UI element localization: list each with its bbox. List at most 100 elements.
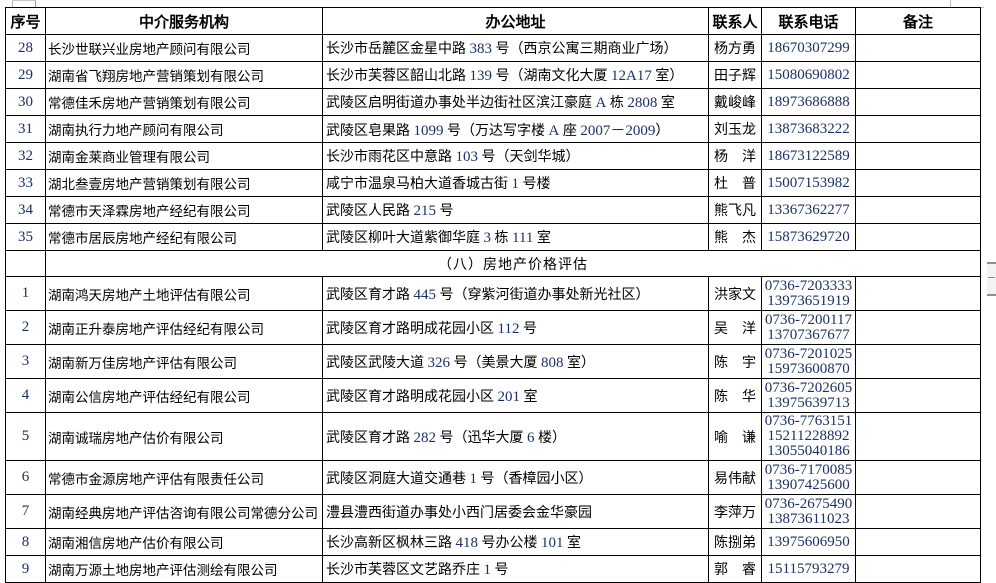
cell-contact[interactable]: 陈 宇 <box>708 344 762 379</box>
cell-phone[interactable]: 18670307299 <box>761 34 856 62</box>
cell-org[interactable]: 长沙世联兴业房地产顾问有限公司 <box>45 34 323 62</box>
cell-remark[interactable] <box>855 378 981 413</box>
cell-phone[interactable]: 18973686888 <box>761 88 856 116</box>
cell-contact[interactable]: 田子辉 <box>708 61 762 89</box>
cell-org[interactable]: 常德市天泽霖房地产经纪有限公司 <box>45 196 323 224</box>
cell-phone[interactable]: 0736-7203333 13973651919 <box>761 276 856 311</box>
cell-org[interactable]: 湖南诚瑞房地产估价有限公司 <box>45 412 323 461</box>
cell-org[interactable]: 常德市居辰房地产经纪有限公司 <box>45 223 323 251</box>
cell-contact[interactable]: 洪家文 <box>708 276 762 311</box>
cell-no[interactable]: 30 <box>5 88 46 116</box>
cell-phone[interactable]: 13367362277 <box>761 196 856 224</box>
cell-contact[interactable]: 李萍万 <box>708 494 762 529</box>
cell-address[interactable]: 长沙市芙蓉区韶山北路 139 号（湖南文化大厦 12A17 室） <box>322 61 709 89</box>
cell-phone[interactable]: 15080690802 <box>761 61 856 89</box>
cell-contact[interactable]: 戴峻峰 <box>708 88 762 116</box>
cell-contact[interactable]: 杜 普 <box>708 169 762 197</box>
cell-phone[interactable]: 13975606950 <box>761 528 856 556</box>
cell-no[interactable] <box>5 250 46 277</box>
cell-no[interactable]: 29 <box>5 61 46 89</box>
cell-contact[interactable]: 陈捌弟 <box>708 528 762 556</box>
cell-remark[interactable] <box>855 142 981 170</box>
cell-remark[interactable] <box>855 61 981 89</box>
col-header-address[interactable]: 办公地址 <box>322 7 709 35</box>
cell-contact[interactable]: 喻 谦 <box>708 412 762 461</box>
cell-no[interactable]: 7 <box>5 494 46 529</box>
cell-address[interactable]: 长沙市雨花区中意路 103 号（天剑华城） <box>322 142 709 170</box>
section-title[interactable]: （八）房地产价格评估 <box>45 250 981 277</box>
cell-address[interactable]: 武陵区育才路 445 号（穿紫河街道办事处新光社区） <box>322 276 709 311</box>
cell-address[interactable]: 长沙市岳麓区金星中路 383 号（西京公寓三期商业广场） <box>322 34 709 62</box>
cell-org[interactable]: 常德佳禾房地产营销策划有限公司 <box>45 88 323 116</box>
cell-remark[interactable] <box>855 310 981 345</box>
cell-no[interactable]: 9 <box>5 555 46 583</box>
cell-address[interactable]: 武陵区育才路 282 号（迅华大厦 6 楼） <box>322 412 709 461</box>
cell-address[interactable]: 武陵区柳叶大道紫御华庭 3 栋 111 室 <box>322 223 709 251</box>
cell-org[interactable]: 常德市金源房地产评估有限责任公司 <box>45 460 323 495</box>
cell-address[interactable]: 长沙高新区枫林三路 418 号办公楼 101 室 <box>322 528 709 556</box>
cell-no[interactable]: 2 <box>5 310 46 345</box>
cell-org[interactable]: 湖南金莱商业管理有限公司 <box>45 142 323 170</box>
cell-phone[interactable]: 18673122589 <box>761 142 856 170</box>
cell-remark[interactable] <box>855 223 981 251</box>
col-header-no[interactable]: 序号 <box>5 7 46 35</box>
cell-remark[interactable] <box>855 169 981 197</box>
cell-address[interactable]: 武陵区武陵大道 326 号（美景大厦 808 室） <box>322 344 709 379</box>
cell-contact[interactable]: 郭 睿 <box>708 555 762 583</box>
cell-org[interactable]: 湖南新万佳房地产评估有限公司 <box>45 344 323 379</box>
cell-contact[interactable]: 刘玉龙 <box>708 115 762 143</box>
vertical-scrollbar-thumb[interactable] <box>987 262 996 296</box>
cell-no[interactable]: 3 <box>5 344 46 379</box>
cell-remark[interactable] <box>855 344 981 379</box>
cell-phone[interactable]: 0736-7200117 13707367677 <box>761 310 856 345</box>
cell-contact[interactable]: 陈 华 <box>708 378 762 413</box>
cell-address[interactable]: 武陵区育才路明成花园小区 112 号 <box>322 310 709 345</box>
col-header-org[interactable]: 中介服务机构 <box>45 7 323 35</box>
cell-phone[interactable]: 13873683222 <box>761 115 856 143</box>
cell-remark[interactable] <box>855 460 981 495</box>
cell-no[interactable]: 33 <box>5 169 46 197</box>
cell-phone[interactable]: 15873629720 <box>761 223 856 251</box>
cell-contact[interactable]: 易伟献 <box>708 460 762 495</box>
cell-phone[interactable]: 0736-7202605 13975639713 <box>761 378 856 413</box>
cell-no[interactable]: 8 <box>5 528 46 556</box>
cell-no[interactable]: 1 <box>5 276 46 311</box>
cell-org[interactable]: 湖南执行力地产顾问有限公司 <box>45 115 323 143</box>
cell-phone[interactable]: 15115793279 <box>761 555 856 583</box>
cell-address[interactable]: 长沙市芙蓉区文艺路乔庄 1 号 <box>322 555 709 583</box>
cell-contact[interactable]: 熊 杰 <box>708 223 762 251</box>
cell-org[interactable]: 湖南公信房地产评估经纪有限公司 <box>45 378 323 413</box>
cell-no[interactable]: 28 <box>5 34 46 62</box>
cell-no[interactable]: 31 <box>5 115 46 143</box>
cell-no[interactable]: 4 <box>5 378 46 413</box>
cell-no[interactable]: 35 <box>5 223 46 251</box>
cell-org[interactable]: 湖南鸿天房地产土地评估有限公司 <box>45 276 323 311</box>
cell-address[interactable]: 武陵区皂果路 1099 号（万达写字楼 A 座 2007－2009） <box>322 115 709 143</box>
cell-org[interactable]: 湖北叁壹房地产营销策划有限公司 <box>45 169 323 197</box>
cell-phone[interactable]: 0736-7201025 15973600870 <box>761 344 856 379</box>
cell-org[interactable]: 湖南经典房地产评估咨询有限公司常德分公司 <box>45 494 323 529</box>
col-header-contact[interactable]: 联系人 <box>708 7 762 35</box>
cell-remark[interactable] <box>855 88 981 116</box>
cell-remark[interactable] <box>855 34 981 62</box>
cell-address[interactable]: 咸宁市温泉马柏大道香城古街 1 号楼 <box>322 169 709 197</box>
cell-remark[interactable] <box>855 494 981 529</box>
cell-contact[interactable]: 吴 洋 <box>708 310 762 345</box>
cell-contact[interactable]: 杨方勇 <box>708 34 762 62</box>
cell-phone[interactable]: 0736-2675490 13873611023 <box>761 494 856 529</box>
cell-remark[interactable] <box>855 412 981 461</box>
cell-address[interactable]: 武陵区启明街道办事处半边街社区滨江豪庭 A 栋 2808 室 <box>322 88 709 116</box>
cell-org[interactable]: 湖南省飞翔房地产营销策划有限公司 <box>45 61 323 89</box>
cell-phone[interactable]: 0736-7170085 13907425600 <box>761 460 856 495</box>
cell-no[interactable]: 5 <box>5 412 46 461</box>
cell-no[interactable]: 6 <box>5 460 46 495</box>
cell-remark[interactable] <box>855 528 981 556</box>
cell-no[interactable]: 32 <box>5 142 46 170</box>
cell-contact[interactable]: 熊飞凡 <box>708 196 762 224</box>
cell-org[interactable]: 湖南万源土地房地产评估测绘有限公司 <box>45 555 323 583</box>
cell-phone[interactable]: 0736-7763151 15211228892 13055040186 <box>761 412 856 461</box>
cell-remark[interactable] <box>855 555 981 583</box>
cell-org[interactable]: 湖南湘信房地产估价有限公司 <box>45 528 323 556</box>
cell-contact[interactable]: 杨 洋 <box>708 142 762 170</box>
cell-address[interactable]: 武陵区洞庭大道交通巷 1 号（香樟园小区） <box>322 460 709 495</box>
